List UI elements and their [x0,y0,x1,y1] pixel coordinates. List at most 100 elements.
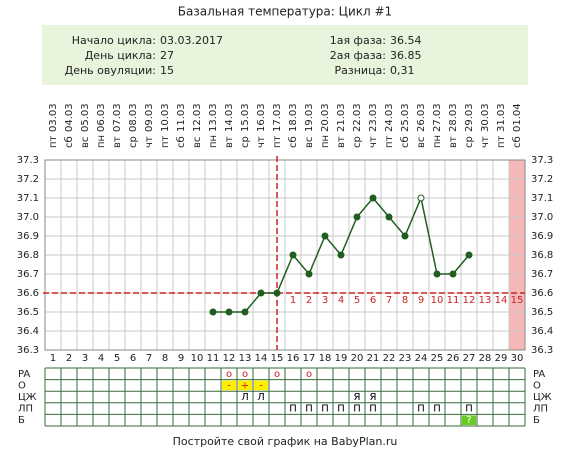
temp-point [449,270,457,278]
cell-fill [238,380,252,391]
weekday: сб [64,136,75,148]
day-number: 13 [239,353,252,364]
weekday: вт [448,136,459,148]
day-number: 17 [303,353,316,364]
temp-point [369,194,377,202]
date: 15.03 [240,103,251,132]
weekday: сб [400,136,411,148]
weekday: пт [384,135,395,148]
day-number: 3 [82,353,88,364]
day-number: 25 [431,353,444,364]
weekday: вс [80,137,91,148]
y-tick-label: 37.2 [17,174,39,185]
day-number: 12 [223,353,236,364]
phase-day: 4 [338,295,344,306]
cell-text: o [226,369,232,380]
info-value: 36.85 [390,49,422,62]
y-tick-label: 36.7 [17,269,39,280]
day-number: 21 [367,353,380,364]
cell-text: П [337,404,345,415]
y-tick-label: 37.3 [17,155,39,166]
weekday: пт [160,135,171,148]
cell-text: П [369,404,377,415]
cell-text: Л [241,392,249,403]
temp-point [465,251,473,259]
day-number: 2 [66,353,72,364]
date: 14.03 [224,103,235,132]
cell-text: Я [370,392,377,403]
day-number: 4 [98,353,104,364]
date: 23.03 [368,103,379,132]
phase-day: 1 [290,295,296,306]
info-label: Разница: [335,64,387,77]
y-tick-label: 37.0 [531,212,553,223]
cell-fill [254,380,268,391]
day-number: 8 [162,353,168,364]
date: 01.04 [512,103,523,132]
date: 11.03 [176,103,187,132]
day-number: 10 [191,353,204,364]
cell-text: Л [257,392,265,403]
day-number: 16 [287,353,300,364]
info-value: 0,31 [390,64,415,77]
day-number: 29 [495,353,508,364]
y-tick-label: 36.6 [531,288,553,299]
phase-day: 9 [418,295,424,306]
y-tick-label: 36.8 [17,250,39,261]
y-tick-label: 37.1 [17,193,39,204]
date: 03.03 [48,103,59,132]
date: 04.03 [64,103,75,132]
y-tick-label: 36.6 [17,288,39,299]
cell-text: П [305,404,313,415]
day-number: 20 [351,353,364,364]
day-number: 11 [207,353,220,364]
day-number: 5 [114,353,120,364]
weekday: ср [128,136,139,148]
row-label: ЛП [18,404,33,415]
info-value: 03.03.2017 [160,34,223,47]
date: 29.03 [464,103,475,132]
cell-text: П [417,404,425,415]
weekday: пн [320,135,331,148]
date: 08.03 [128,103,139,132]
info-value: 27 [160,49,174,62]
date: 07.03 [112,103,123,132]
date: 16.03 [256,103,267,132]
info-label: Начало цикла: [72,34,156,47]
date: 28.03 [448,103,459,132]
y-tick-label: 36.8 [531,250,553,261]
y-tick-label: 36.9 [531,231,553,242]
y-tick-label: 36.7 [531,269,553,280]
row-label: Б [533,415,540,426]
row-label: O [18,380,26,391]
date: 27.03 [432,103,443,132]
day-number: 15 [271,353,284,364]
y-tick-label: 36.9 [17,231,39,242]
cell-text: - [227,380,231,391]
cell-text: П [433,404,441,415]
temp-point [321,232,329,240]
info-label: 1ая фаза: [330,34,386,47]
temp-point [305,270,313,278]
info-box [42,25,528,85]
day-number: 28 [479,353,492,364]
temp-point [241,308,249,316]
weekday: пн [432,135,443,148]
info-value: 36.54 [390,34,422,47]
y-tick-label: 36.4 [531,326,553,337]
phase-day: 6 [370,295,376,306]
cell-fill [222,380,236,391]
weekday: чт [144,136,155,148]
footer: Постройте свой график на BabyPlan.ru [173,435,398,448]
day-number: 30 [511,353,524,364]
y-tick-label: 37.0 [17,212,39,223]
date: 09.03 [144,103,155,132]
title: Базальная температура: Цикл #1 [178,5,392,19]
weekday: пн [208,135,219,148]
cell-text: П [289,404,297,415]
weekday: ср [352,136,363,148]
y-tick-label: 37.2 [531,174,553,185]
temp-point [289,251,297,259]
weekday: вт [112,136,123,148]
cell-text: o [306,369,312,380]
